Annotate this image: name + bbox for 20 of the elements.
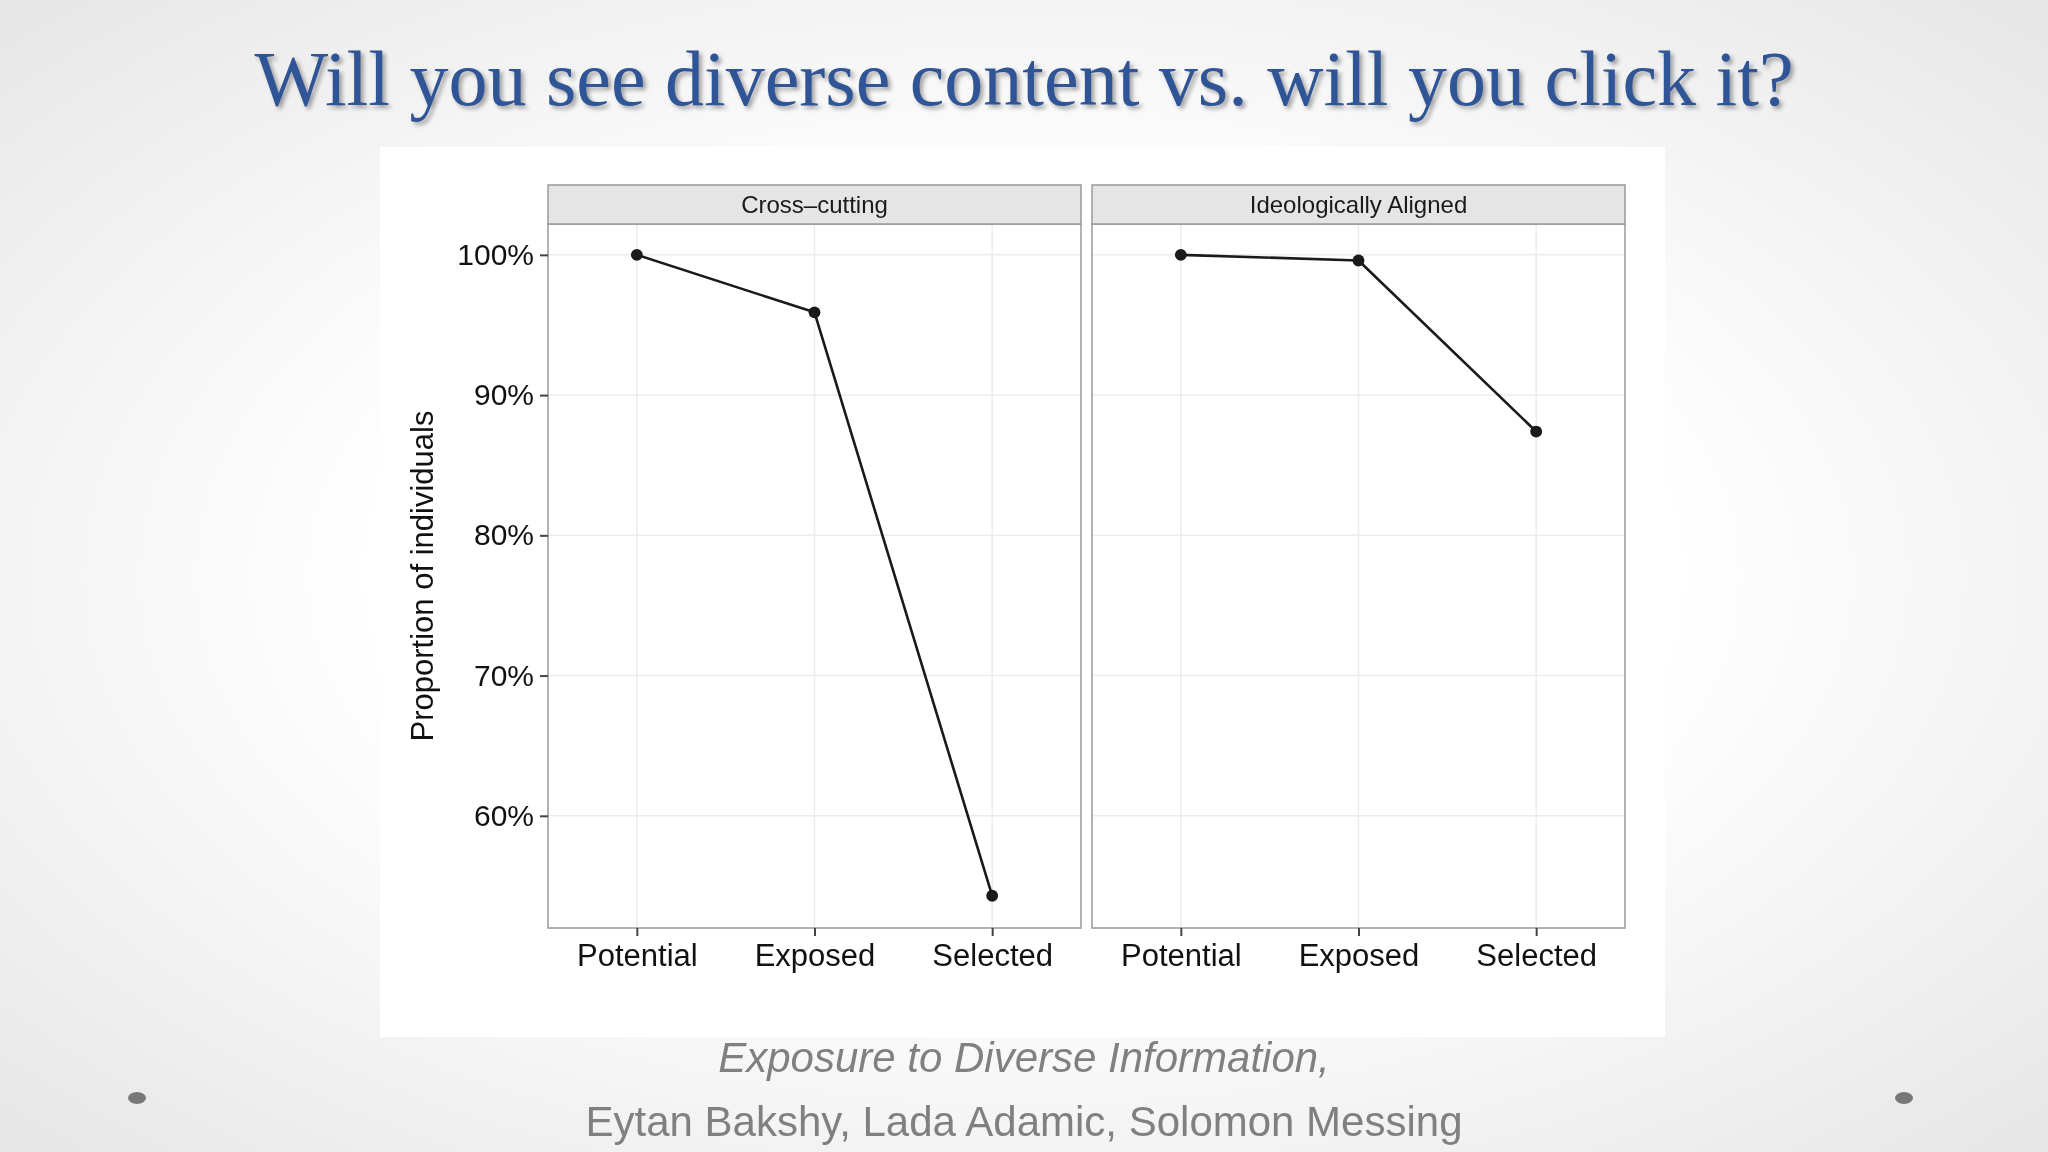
text: Exposure to Diverse Information, [718, 1034, 1330, 1081]
chart-subtitle: Ideologically Aligned [1249, 190, 1468, 218]
chart-subtitle: Cross–cutting [741, 190, 888, 218]
y-tick-label: 60% [473, 798, 534, 832]
point [630, 248, 643, 261]
y-tick-label: 80% [473, 518, 534, 552]
x-tick-label: Exposed [754, 938, 876, 974]
text: Eytan Bakshy, Lada Adamic, Solomon Messing [585, 1098, 1463, 1145]
x-tick-label: Exposed [1298, 938, 1420, 974]
y-tick-label: 70% [473, 658, 534, 692]
y-tick-label: 100% [457, 237, 534, 271]
x-tick-label: Selected [932, 938, 1053, 974]
point [808, 306, 821, 319]
x-tick-label: Selected [1476, 938, 1597, 974]
x-tick-label: Potential [1121, 938, 1242, 974]
x-tick-label: Potential [577, 938, 698, 974]
y-axis-title: Proportion of individuals [405, 410, 440, 742]
chart-title: Will you see diverse content vs. will you click it? [254, 35, 1794, 122]
point [986, 889, 999, 902]
y-tick-label: 90% [473, 378, 534, 412]
